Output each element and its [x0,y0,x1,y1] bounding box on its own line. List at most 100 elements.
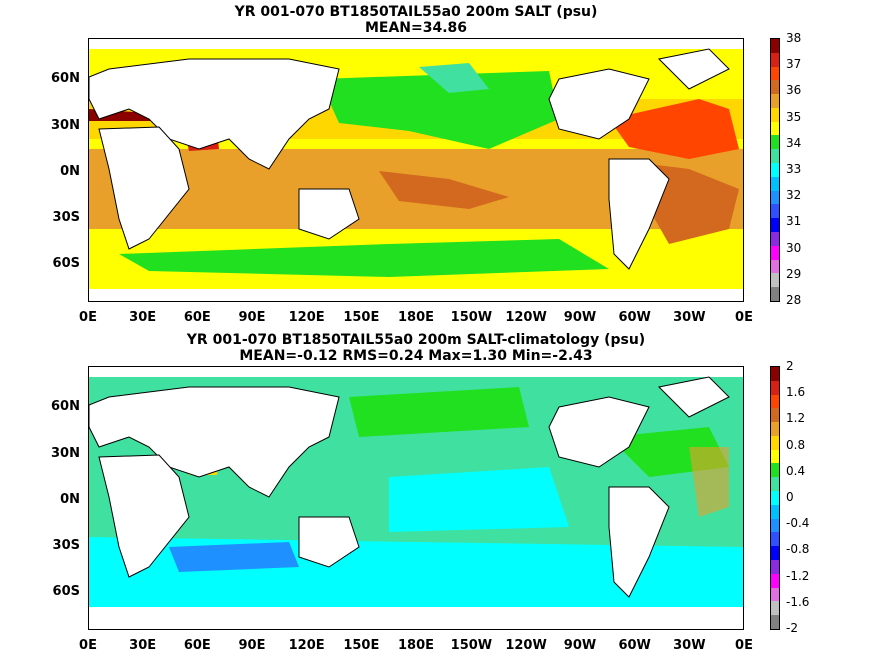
colorbar-label: 1.2 [786,411,806,426]
map-1-ytick-60s: 60S [52,256,80,271]
colorbar-label: 2 [786,359,794,373]
colorbar-segment [771,94,779,108]
map-1-xtick: 120E [288,310,325,325]
colorbar-segment [771,107,779,122]
colorbar-label: -0.8 [786,542,810,557]
colorbar-label: 28 [786,293,802,307]
colorbar-segment [771,573,779,588]
map-2-xtick: 120E [288,638,325,653]
colorbar-label: 34 [786,135,802,150]
colorbar-segment [771,190,779,205]
map-1-xtick: 90W [563,310,597,325]
map-1-xtick: 150W [450,310,493,325]
colorbar-label: 1.6 [786,385,806,400]
colorbar-segment [771,39,779,53]
colorbar-segment [771,287,779,301]
map-2-xtick: 60E [183,638,211,653]
colorbar-segment [771,601,779,616]
map-2-ytick-30s: 30S [52,538,80,553]
colorbar-segment [771,231,779,246]
colorbar-segment [771,204,779,219]
colorbar-label: 29 [786,266,802,281]
map-1-xtick: 0E [79,310,97,325]
map-1-stats: MEAN=34.86 [364,20,468,36]
colorbar-label: -2 [786,621,798,635]
colorbar-segment [771,149,779,164]
map-1-xtick: 90E [238,310,266,325]
map-1-ytick-0n: 0N [60,164,80,179]
colorbar-label: -1.6 [786,594,810,609]
colorbar-segment [771,380,779,395]
colorbar-segment [771,587,779,602]
map-1-xtick: 60E [183,310,211,325]
map-1-colorbar [770,38,780,302]
colorbar-label: 33 [786,162,802,176]
colorbar-segment [771,52,779,67]
map-2-xtick: 0E [79,638,97,653]
map-2-ytick-0n: 0N [60,492,80,507]
map-2-xtick: 60W [618,638,651,653]
colorbar-segment [771,477,779,492]
colorbar-segment [771,532,779,547]
colorbar-label: 36 [786,83,802,98]
map-2-xtick: 120W [505,638,547,653]
colorbar-segment [771,66,779,81]
colorbar-label: 0.8 [786,437,806,452]
map-2-xtick: 30E [129,638,157,653]
colorbar-segment [771,80,779,95]
map-2-salinity-anomaly [88,366,744,630]
map-2-xtick: 180E [397,638,435,653]
map-2-xtick: 30W [673,638,706,653]
map-1-xtick: 30W [673,310,706,325]
colorbar-segment [771,491,779,505]
colorbar-label: 35 [786,109,802,124]
colorbar-segment [771,408,779,423]
colorbar-segment [771,615,779,629]
map-2-xtick: 150W [450,638,493,653]
colorbar-label: 37 [786,57,802,72]
colorbar-segment [771,121,779,136]
map-2-ytick-60s: 60S [52,584,80,599]
colorbar-label: 30 [786,240,802,255]
colorbar-segment [771,367,779,381]
map-2-ytick-30n: 30N [51,446,80,461]
map-2-ytick-60n: 60N [51,399,80,414]
colorbar-label: 38 [786,31,802,45]
colorbar-segment [771,259,779,274]
colorbar-segment [771,518,779,533]
colorbar-label: 0.4 [786,463,806,478]
colorbar-segment [771,422,779,436]
map-1-title: YR 001-070 BT1850TAIL55a0 200m SALT (psu… [234,4,598,20]
colorbar-segment [771,245,779,260]
colorbar-segment [771,463,779,478]
map-2-stats: MEAN=-0.12 RMS=0.24 Max=1.30 Min=-2.43 [239,348,593,364]
map-2-xtick: 90E [238,638,266,653]
colorbar-label: -0.4 [786,516,810,531]
colorbar-segment [771,546,779,560]
map-1-salinity [88,38,744,302]
map-1-xtick: 30E [129,310,157,325]
map-1-xtick: 120W [505,310,547,325]
colorbar-segment [771,394,779,409]
map-2-xtick: 0E [735,638,753,653]
map-2-xtick: 150E [343,638,380,653]
map-1-xtick: 180E [397,310,435,325]
colorbar-segment [771,449,779,464]
map-1-xtick: 150E [343,310,380,325]
map-2-colorbar [770,366,780,630]
colorbar-segment [771,559,779,574]
colorbar-segment [771,218,779,232]
map-1-xtick: 60W [618,310,651,325]
colorbar-segment [771,135,779,150]
map-1-ytick-60n: 60N [51,71,80,86]
map-2-title: YR 001-070 BT1850TAIL55a0 200m SALT-clim… [186,332,646,348]
colorbar-label: 32 [786,188,802,203]
map-1-ytick-30s: 30S [52,210,80,225]
map-1-ytick-30n: 30N [51,118,80,133]
colorbar-segment [771,504,779,519]
colorbar-segment [771,435,779,450]
colorbar-segment [771,273,779,288]
colorbar-label: 0 [786,490,794,504]
colorbar-segment [771,176,779,191]
colorbar-label: -1.2 [786,568,810,583]
